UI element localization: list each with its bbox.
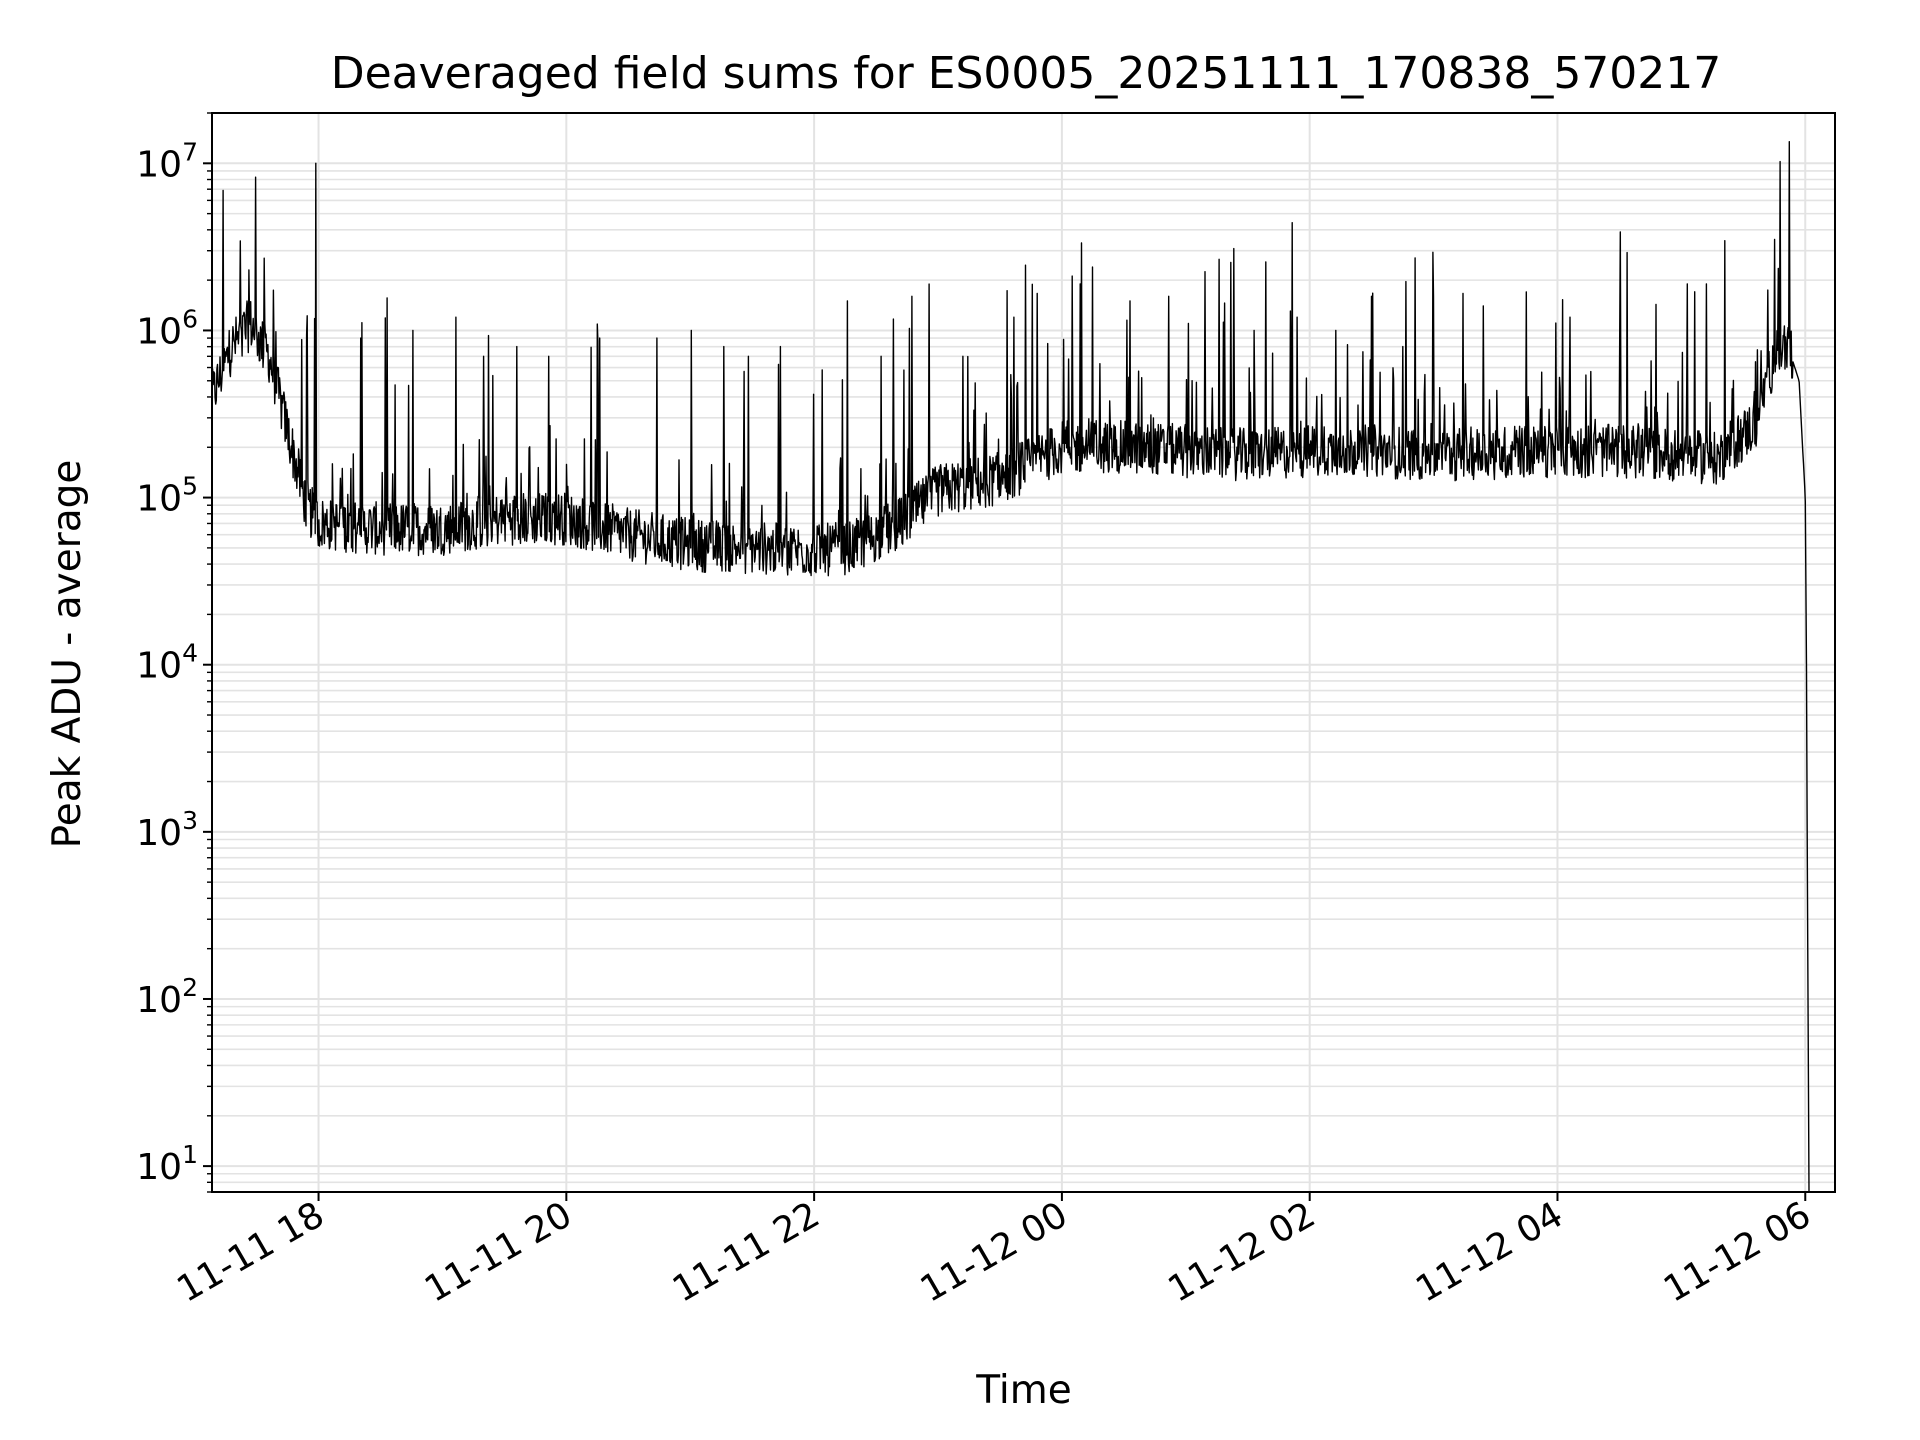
y-tick-exponent: 6 [182,304,198,333]
series-line [211,140,1810,1193]
y-tick-base: 10 [136,479,182,520]
plot-area [211,140,1810,1193]
y-tick-label: 104 [136,639,198,687]
y-tick-label: 101 [136,1140,198,1188]
grid-lines [212,112,1835,1193]
y-tick-base: 10 [136,980,182,1021]
y-tick-base: 10 [136,646,182,687]
y-tick-label: 107 [136,137,198,185]
y-tick-label: 102 [136,973,198,1021]
y-tick-base: 10 [136,311,182,352]
y-tick-label: 103 [136,806,198,854]
y-tick-exponent: 4 [182,639,198,668]
y-tick-exponent: 5 [182,472,198,501]
plot-frame [211,112,1836,1193]
chart-title: Deaveraged field sums for ES0005_2025111… [331,48,1722,99]
y-tick-base: 10 [136,813,182,854]
y-tick-exponent: 3 [182,806,198,835]
y-tick-exponent: 7 [182,137,198,166]
y-tick-exponent: 2 [182,973,198,1002]
y-tick-label: 105 [136,472,198,520]
y-tick-base: 10 [136,1147,182,1188]
y-tick-exponent: 1 [182,1140,198,1169]
x-axis-label: Time [975,1368,1071,1413]
y-axis-label: Peak ADU - average [45,460,90,849]
y-tick-base: 10 [136,144,182,185]
y-tick-label: 106 [136,304,198,352]
